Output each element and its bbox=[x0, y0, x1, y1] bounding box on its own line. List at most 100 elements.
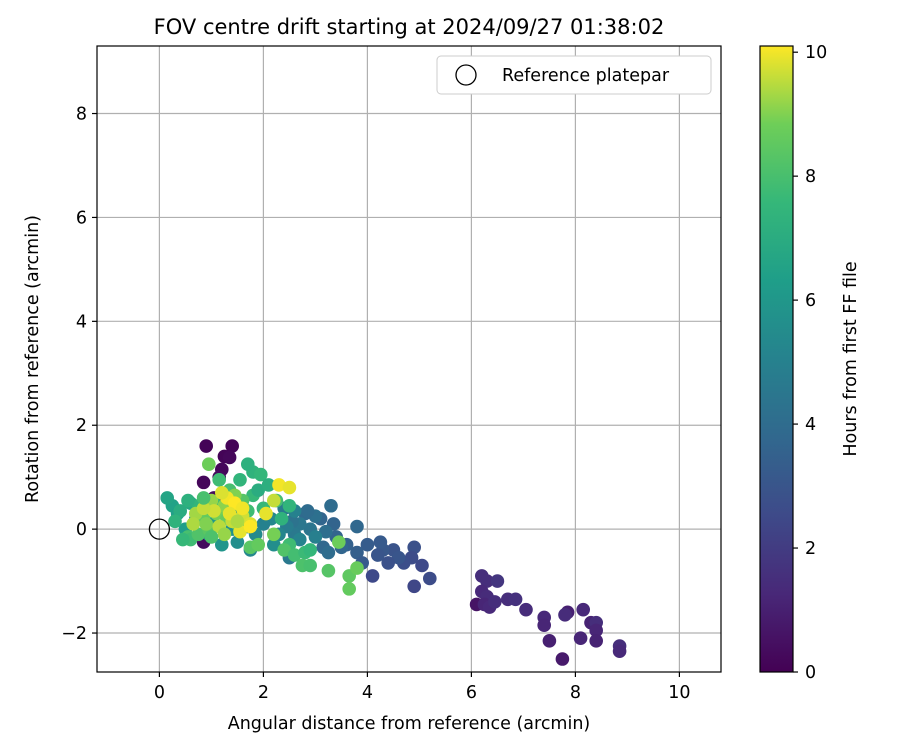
x-tick-label: 6 bbox=[466, 683, 477, 703]
data-point bbox=[321, 545, 336, 560]
data-point bbox=[319, 524, 333, 539]
data-point bbox=[303, 558, 318, 573]
data-point bbox=[490, 574, 505, 588]
colorbar-label: Hours from first FF file bbox=[841, 261, 861, 456]
data-point bbox=[371, 548, 385, 562]
data-point bbox=[176, 532, 190, 547]
data-point bbox=[391, 550, 406, 565]
data-point bbox=[256, 517, 271, 531]
data-point bbox=[423, 571, 437, 586]
chart-title: FOV centre drift starting at 2024/09/27 … bbox=[154, 15, 665, 39]
data-point bbox=[204, 530, 219, 544]
y-tick-label: 0 bbox=[76, 520, 87, 540]
colorbar-gradient bbox=[759, 45, 794, 673]
data-point bbox=[537, 618, 551, 633]
data-point bbox=[332, 535, 346, 549]
data-point bbox=[558, 608, 572, 622]
data-point bbox=[282, 498, 297, 513]
y-tick-label: −2 bbox=[61, 624, 87, 644]
x-tick-label: 10 bbox=[668, 683, 690, 703]
data-point bbox=[230, 514, 245, 529]
data-point bbox=[407, 540, 422, 555]
data-point bbox=[202, 457, 216, 471]
data-point bbox=[212, 472, 226, 487]
data-point bbox=[168, 514, 182, 529]
data-point bbox=[300, 504, 315, 518]
data-point bbox=[350, 519, 364, 534]
x-tick-label: 0 bbox=[154, 683, 165, 703]
data-point bbox=[480, 574, 494, 588]
data-point bbox=[261, 478, 276, 492]
data-point bbox=[207, 504, 221, 518]
data-point bbox=[196, 475, 211, 490]
data-point bbox=[555, 652, 570, 666]
data-point bbox=[519, 602, 533, 617]
data-point bbox=[508, 592, 523, 607]
x-tick-label: 4 bbox=[362, 683, 373, 703]
reference-platepar-marker bbox=[148, 518, 171, 540]
x-tick-label: 2 bbox=[258, 683, 269, 703]
data-point bbox=[215, 485, 229, 500]
data-point bbox=[243, 519, 258, 534]
data-point bbox=[407, 579, 422, 594]
data-point bbox=[225, 439, 239, 453]
data-point bbox=[233, 524, 247, 539]
data-point bbox=[488, 595, 502, 609]
y-axis: −2 0 2 4 6 8 bbox=[61, 105, 97, 644]
colorbar-tick-label: 10 bbox=[805, 43, 827, 63]
data-point bbox=[199, 439, 213, 453]
legend-reference-marker bbox=[455, 64, 477, 86]
data-point bbox=[360, 537, 375, 552]
legend: Reference platepar bbox=[436, 55, 712, 95]
data-point bbox=[191, 527, 206, 542]
y-tick-label: 4 bbox=[76, 312, 87, 332]
data-point bbox=[199, 517, 213, 531]
y-tick-label: 8 bbox=[76, 105, 87, 125]
colorbar-tick-label: 8 bbox=[805, 167, 816, 187]
data-point bbox=[235, 501, 250, 516]
x-axis-label: Angular distance from reference (arcmin) bbox=[228, 714, 591, 734]
data-point bbox=[215, 537, 229, 552]
x-axis: 0 2 4 6 8 10 bbox=[154, 672, 691, 703]
data-point bbox=[241, 457, 255, 471]
data-point bbox=[222, 450, 237, 465]
data-point bbox=[282, 480, 297, 495]
data-point bbox=[251, 537, 265, 552]
data-point bbox=[272, 478, 286, 492]
legend-box bbox=[436, 55, 712, 95]
data-point bbox=[217, 527, 232, 542]
data-point bbox=[274, 511, 289, 526]
data-point bbox=[267, 493, 281, 508]
data-point bbox=[173, 504, 187, 518]
data-point bbox=[233, 472, 247, 487]
data-point bbox=[350, 561, 364, 575]
colorbar-ticks: 0 2 4 6 8 10 bbox=[793, 43, 827, 683]
data-point bbox=[576, 602, 590, 617]
y-axis-label: Rotation from reference (arcmin) bbox=[23, 215, 43, 503]
data-point bbox=[287, 548, 302, 562]
data-point bbox=[589, 623, 603, 638]
data-point bbox=[303, 543, 318, 557]
reference-marker-layer bbox=[148, 518, 171, 540]
data-point bbox=[365, 569, 380, 583]
data-point bbox=[342, 582, 357, 596]
colorbar-tick-label: 2 bbox=[805, 539, 816, 559]
y-tick-label: 6 bbox=[76, 208, 87, 228]
y-tick-label: 2 bbox=[76, 416, 87, 436]
legend-entry-reference-platepar: Reference platepar bbox=[502, 66, 670, 86]
data-point bbox=[259, 506, 273, 521]
data-point bbox=[373, 535, 388, 549]
x-tick-label: 8 bbox=[570, 683, 581, 703]
data-point bbox=[196, 501, 211, 516]
data-point bbox=[612, 644, 627, 659]
colorbar-tick-label: 4 bbox=[805, 415, 816, 435]
data-point bbox=[196, 491, 211, 505]
data-point bbox=[350, 545, 364, 560]
colorbar: 0 2 4 6 8 10 Hours from first FF file bbox=[759, 43, 861, 683]
data-point bbox=[321, 563, 336, 578]
data-point bbox=[293, 532, 307, 547]
data-point bbox=[230, 535, 245, 549]
gridlines bbox=[97, 46, 721, 672]
data-point bbox=[267, 537, 281, 552]
